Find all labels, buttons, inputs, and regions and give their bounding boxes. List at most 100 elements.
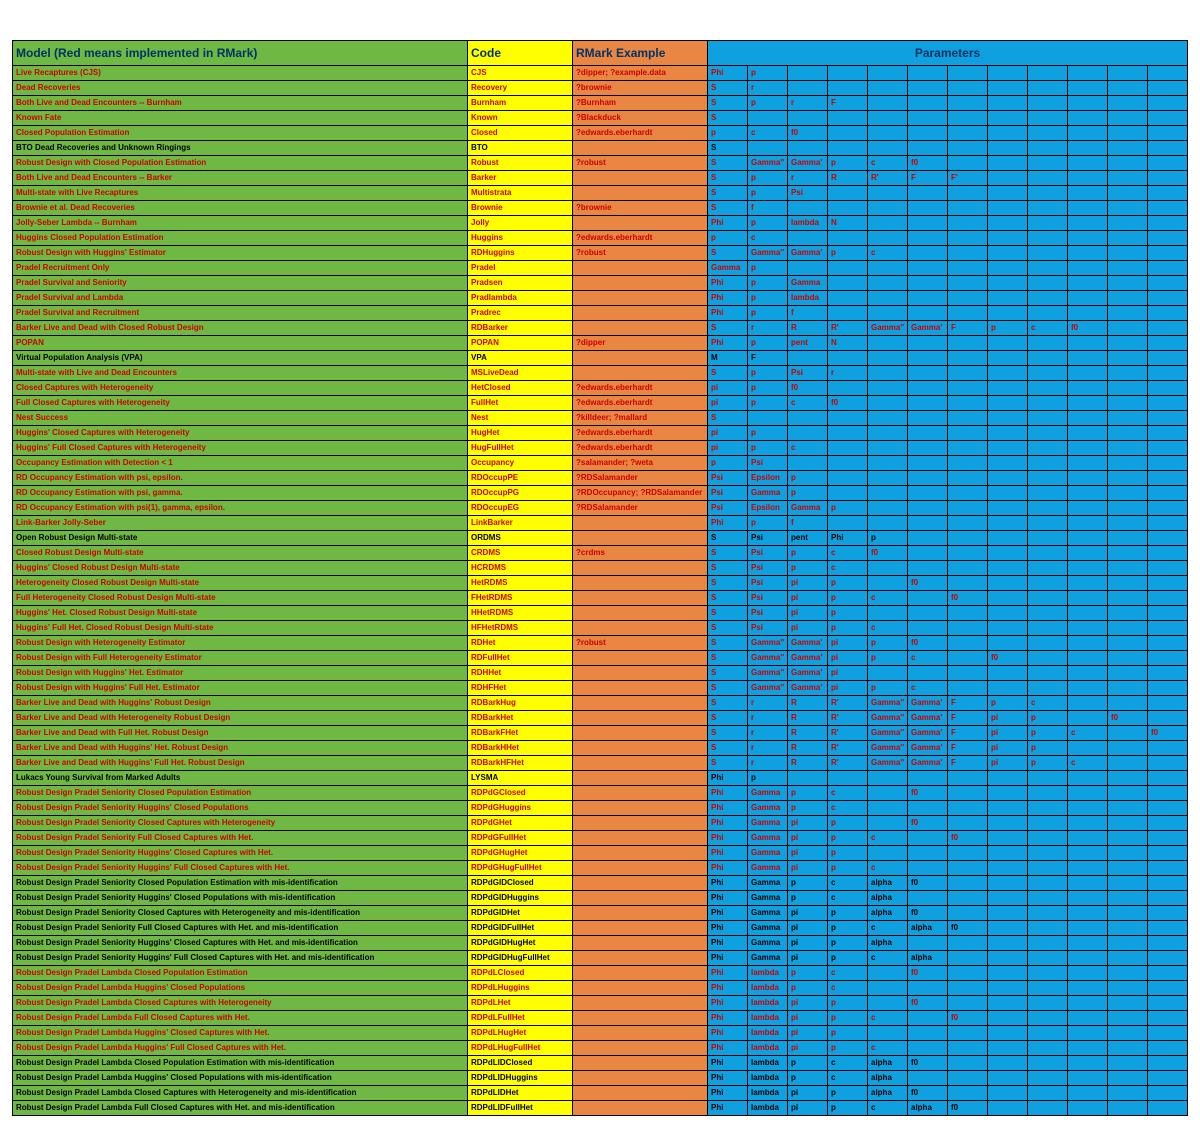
param-cell bbox=[908, 141, 948, 156]
param-cell: f bbox=[748, 201, 788, 216]
param-cell bbox=[1148, 276, 1188, 291]
param-cell bbox=[828, 486, 868, 501]
param-cell bbox=[948, 996, 988, 1011]
param-cell bbox=[828, 126, 868, 141]
param-cell: pi bbox=[788, 951, 828, 966]
param-cell bbox=[1108, 981, 1148, 996]
example-cell bbox=[573, 306, 708, 321]
example-cell bbox=[573, 321, 708, 336]
param-cell bbox=[1068, 786, 1108, 801]
param-cell: lambda bbox=[748, 1101, 788, 1116]
model-cell: Robust Design Pradel Lambda Closed Captu… bbox=[13, 1086, 468, 1101]
param-cell: c bbox=[868, 1011, 908, 1026]
param-cell bbox=[908, 1041, 948, 1056]
model-cell: Robust Design Pradel Lambda Full Closed … bbox=[13, 1011, 468, 1026]
param-cell bbox=[1068, 1071, 1108, 1086]
param-cell bbox=[1068, 831, 1108, 846]
example-cell: ?RDSalamander bbox=[573, 501, 708, 516]
param-cell: p bbox=[828, 1086, 868, 1101]
param-cell: f0 bbox=[908, 966, 948, 981]
param-cell bbox=[1108, 96, 1148, 111]
example-cell bbox=[573, 1041, 708, 1056]
param-cell bbox=[1068, 201, 1108, 216]
model-cell: Barker Live and Dead with Full Het. Robu… bbox=[13, 726, 468, 741]
param-cell: Psi bbox=[748, 576, 788, 591]
param-cell: c bbox=[828, 876, 868, 891]
param-cell bbox=[1148, 936, 1188, 951]
param-cell bbox=[988, 606, 1028, 621]
param-cell bbox=[868, 816, 908, 831]
param-cell: p bbox=[1028, 726, 1068, 741]
param-cell: S bbox=[708, 606, 748, 621]
param-cell bbox=[1068, 771, 1108, 786]
param-cell bbox=[1068, 906, 1108, 921]
model-cell: Barker Live and Dead with Huggins' Full … bbox=[13, 756, 468, 771]
param-cell: Phi bbox=[708, 1071, 748, 1086]
param-cell: S bbox=[708, 171, 748, 186]
param-cell bbox=[988, 936, 1028, 951]
param-cell bbox=[908, 981, 948, 996]
param-cell bbox=[868, 111, 908, 126]
param-cell bbox=[1028, 306, 1068, 321]
code-cell: HHetRDMS bbox=[468, 606, 573, 621]
param-cell bbox=[1068, 366, 1108, 381]
example-cell bbox=[573, 171, 708, 186]
model-cell: Robust Design Pradel Lambda Huggins' Clo… bbox=[13, 981, 468, 996]
model-cell: Huggins Closed Population Estimation bbox=[13, 231, 468, 246]
example-cell bbox=[573, 1071, 708, 1086]
param-cell: pi bbox=[828, 681, 868, 696]
param-cell bbox=[1068, 636, 1108, 651]
model-cell: Pradel Recruitment Only bbox=[13, 261, 468, 276]
param-cell: c bbox=[1068, 756, 1108, 771]
param-cell bbox=[1108, 906, 1148, 921]
model-cell: Barker Live and Dead with Huggins' Het. … bbox=[13, 741, 468, 756]
param-cell bbox=[1028, 81, 1068, 96]
example-cell bbox=[573, 1086, 708, 1101]
code-cell: HugHet bbox=[468, 426, 573, 441]
param-cell bbox=[988, 471, 1028, 486]
param-cell: f0 bbox=[908, 876, 948, 891]
code-cell: RDHFHet bbox=[468, 681, 573, 696]
code-cell: RDPdGIDHugHet bbox=[468, 936, 573, 951]
param-cell bbox=[828, 351, 868, 366]
param-cell: p bbox=[708, 126, 748, 141]
table-row: Robust Design Pradel Lambda Huggins' Clo… bbox=[13, 981, 1188, 996]
param-cell: f0 bbox=[908, 816, 948, 831]
param-cell bbox=[828, 381, 868, 396]
param-cell bbox=[828, 771, 868, 786]
model-cell: Nest Success bbox=[13, 411, 468, 426]
table-row: Full Heterogeneity Closed Robust Design … bbox=[13, 591, 1188, 606]
model-cell: Robust Design Pradel Seniority Huggins' … bbox=[13, 861, 468, 876]
table-row: Both Live and Dead Encounters -- Burnham… bbox=[13, 96, 1188, 111]
param-cell: c bbox=[748, 231, 788, 246]
param-cell bbox=[1028, 816, 1068, 831]
param-cell: f0 bbox=[1148, 726, 1188, 741]
param-cell bbox=[988, 861, 1028, 876]
param-cell bbox=[868, 426, 908, 441]
code-cell: Robust bbox=[468, 156, 573, 171]
param-cell bbox=[948, 231, 988, 246]
param-cell bbox=[1028, 1041, 1068, 1056]
param-cell bbox=[1068, 351, 1108, 366]
param-cell bbox=[908, 1071, 948, 1086]
example-cell: ?robust bbox=[573, 636, 708, 651]
param-cell: Phi bbox=[708, 291, 748, 306]
table-row: Huggins' Full Het. Closed Robust Design … bbox=[13, 621, 1188, 636]
param-cell: Psi bbox=[748, 591, 788, 606]
param-cell bbox=[1108, 576, 1148, 591]
param-cell: Gamma' bbox=[908, 756, 948, 771]
param-cell: c bbox=[828, 546, 868, 561]
param-cell bbox=[988, 771, 1028, 786]
param-cell: p bbox=[748, 336, 788, 351]
param-cell bbox=[1068, 681, 1108, 696]
param-cell bbox=[1068, 651, 1108, 666]
param-cell: pi bbox=[788, 861, 828, 876]
param-cell bbox=[1108, 81, 1148, 96]
param-cell bbox=[908, 381, 948, 396]
param-cell bbox=[1108, 171, 1148, 186]
param-cell: R' bbox=[828, 756, 868, 771]
param-cell bbox=[828, 441, 868, 456]
param-cell bbox=[1108, 696, 1148, 711]
param-cell: R bbox=[788, 741, 828, 756]
param-cell bbox=[1028, 636, 1068, 651]
